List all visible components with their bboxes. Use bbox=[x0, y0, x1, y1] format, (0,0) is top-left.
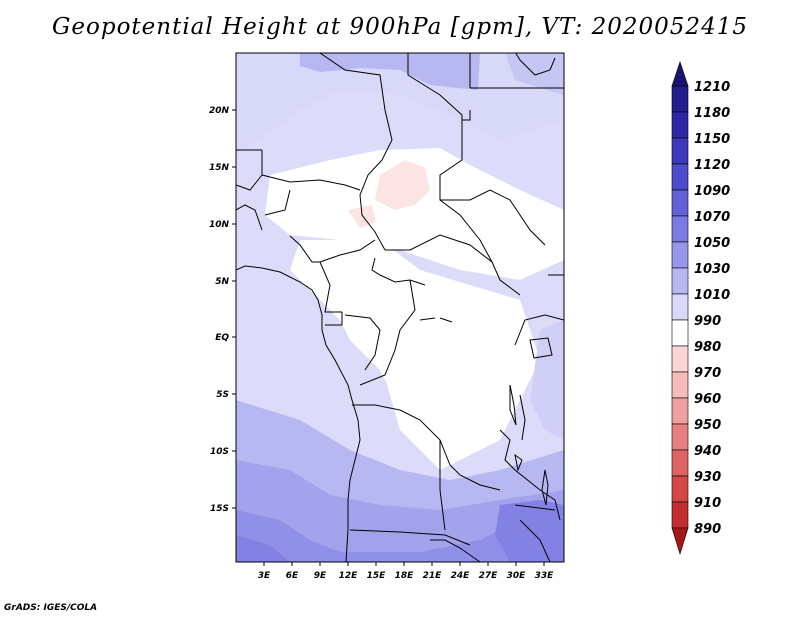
lat-label: 5N bbox=[215, 277, 229, 287]
colorbar-swatch bbox=[671, 215, 689, 243]
colorbar-label: 940 bbox=[694, 444, 721, 459]
colorbar-swatch bbox=[671, 293, 689, 321]
lon-label: 21E bbox=[423, 571, 443, 581]
colorbar-swatch bbox=[671, 371, 689, 399]
colorbar-swatch bbox=[671, 267, 689, 295]
colorbar-swatch bbox=[671, 241, 689, 269]
lon-label: 18E bbox=[395, 571, 415, 581]
colorbar-swatch bbox=[671, 189, 689, 217]
colorbar-label: 1090 bbox=[694, 184, 730, 199]
lon-axis: 3E 6E 9E 12E 15E 18E 21E 24E 27E 30E 33E bbox=[258, 562, 554, 581]
lat-label: EQ bbox=[215, 333, 229, 343]
colorbar-bottom-arrow bbox=[671, 527, 689, 556]
map-title: Geopotential Height at 900hPa [gpm], VT:… bbox=[52, 14, 748, 40]
colorbar-swatch bbox=[671, 475, 689, 503]
colorbar-label: 960 bbox=[694, 392, 721, 407]
lon-label: 9E bbox=[314, 571, 327, 581]
colorbar-swatch bbox=[671, 397, 689, 425]
colorbar-label: 930 bbox=[694, 470, 721, 485]
lat-label: 15S bbox=[210, 504, 229, 514]
lon-label: 6E bbox=[286, 571, 299, 581]
colorbar-swatch bbox=[671, 163, 689, 191]
colorbar-label: 970 bbox=[694, 366, 721, 381]
colorbar-top-arrow bbox=[671, 61, 689, 87]
lat-label: 20N bbox=[209, 106, 230, 116]
country-borders bbox=[236, 53, 564, 562]
colorbar-label: 1030 bbox=[694, 262, 730, 277]
colorbar-swatch bbox=[671, 137, 689, 165]
lat-label: 10N bbox=[209, 220, 230, 230]
lon-label: 3E bbox=[258, 571, 271, 581]
colorbar-swatch bbox=[671, 501, 689, 529]
colorbar-label: 1070 bbox=[694, 210, 730, 225]
lon-label: 33E bbox=[535, 571, 555, 581]
lon-label: 27E bbox=[479, 571, 499, 581]
colorbar-swatch bbox=[671, 85, 689, 113]
colorbar-swatch bbox=[671, 423, 689, 451]
colorbar-label: 980 bbox=[694, 340, 721, 355]
colorbar-label: 1120 bbox=[694, 158, 730, 173]
colorbar-swatch bbox=[671, 345, 689, 373]
lon-label: 30E bbox=[507, 571, 527, 581]
map-frame bbox=[235, 52, 565, 563]
lon-label: 24E bbox=[451, 571, 471, 581]
colorbar-label: 990 bbox=[694, 314, 721, 329]
lat-label: 10S bbox=[210, 447, 229, 457]
colorbar-label: 890 bbox=[694, 522, 721, 537]
height-field bbox=[236, 53, 564, 562]
colorbar-swatch bbox=[671, 449, 689, 477]
credit-footer: GrADS: IGES/COLA bbox=[4, 603, 98, 613]
lat-label: 5S bbox=[216, 390, 229, 400]
colorbar-label: 910 bbox=[694, 496, 721, 511]
colorbar-swatch bbox=[671, 111, 689, 139]
lat-label: 15N bbox=[209, 163, 230, 173]
colorbar-swatch bbox=[671, 319, 689, 347]
lon-label: 15E bbox=[367, 571, 387, 581]
colorbar-label: 1010 bbox=[694, 288, 730, 303]
colorbar-label: 1180 bbox=[694, 106, 730, 121]
colorbar-label: 1050 bbox=[694, 236, 730, 251]
colorbar-label: 1150 bbox=[694, 132, 730, 147]
colorbar-label: 1210 bbox=[694, 80, 730, 95]
colorbar: 1210 1180 1150 1120 1090 1070 1050 1030 … bbox=[671, 61, 730, 556]
lon-label: 12E bbox=[339, 571, 359, 581]
colorbar-label: 950 bbox=[694, 418, 721, 433]
lat-axis: 20N 15N 10N 5N EQ 5S 10S 15S bbox=[209, 106, 236, 514]
